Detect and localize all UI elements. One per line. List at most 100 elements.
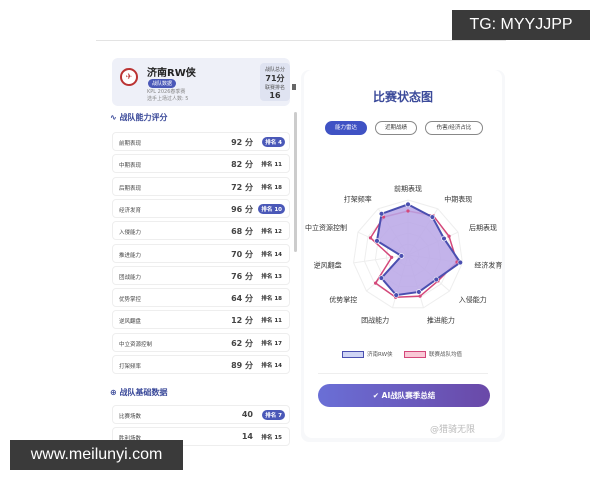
status-panel: 比赛状态图 能力雷达 近期战绩 伤害/经济占比 前期表现中期表现后期表现经济发育… (301, 70, 505, 442)
avg-point (390, 255, 394, 259)
basic-title-text: 战队基础数据 (119, 388, 168, 397)
row-score: 96 分 (231, 204, 253, 214)
ability-row[interactable]: 优势掌控 64 分 排名 18 (112, 288, 290, 308)
team-logo: ✈ (120, 68, 138, 86)
rank-badge: 排名 12 (261, 229, 282, 236)
ability-row[interactable]: 团战能力 76 分 排名 13 (112, 265, 290, 285)
team-name: 济南RW侠 (147, 68, 196, 79)
axis-label: 打架频率 (344, 195, 372, 204)
team-point[interactable] (378, 275, 385, 281)
avg-point (373, 281, 378, 285)
rank-badge: 排名 4 (262, 137, 285, 147)
scrollbar[interactable] (294, 112, 297, 252)
avg-point (447, 234, 451, 238)
rank-badge: 排名 10 (258, 203, 285, 214)
ability-row[interactable]: 前期表现 92 分排名 4 (112, 132, 290, 151)
series-avg (369, 210, 458, 298)
axis-label: 经济发育 (474, 261, 502, 270)
tg-watermark: TG: MYYJJPP (452, 10, 590, 40)
row-score: 62 分 (231, 338, 253, 348)
tab-damage[interactable]: 伤害/经济占比 (425, 121, 483, 135)
row-score: 68 分 (231, 227, 253, 237)
team-point[interactable] (429, 214, 436, 220)
top-divider (96, 40, 506, 41)
row-label: 经济发育 (119, 207, 142, 214)
legend-avg: 联赛战队均值 (404, 350, 462, 358)
site-watermark: www.meilunyi.com (10, 440, 183, 470)
ability-row[interactable]: 中期表现 82 分 排名 11 (112, 154, 290, 174)
ability-row[interactable]: 中立资源控制 62 分 排名 17 (112, 332, 290, 352)
axis-label: 逆风翻盘 (314, 261, 342, 270)
rank-badge: 排名 17 (261, 340, 282, 347)
rank-badge: 排名 14 (261, 363, 282, 369)
team-point[interactable] (405, 201, 411, 208)
team-point[interactable] (393, 292, 399, 298)
legend-swatch-avg (404, 351, 426, 358)
row-score: 40 (241, 410, 253, 419)
row-score: 76 分 (231, 271, 253, 281)
tab-recent[interactable]: 近期战绩 (375, 121, 417, 135)
team-point[interactable] (457, 259, 463, 266)
legend-team: 济南RW侠 (342, 350, 393, 358)
axis-label: 后期表现 (469, 223, 497, 232)
status-card: 比赛状态图 能力雷达 近期战绩 伤害/经济占比 前期表现中期表现后期表现经济发育… (304, 70, 502, 438)
ability-row[interactable]: 打架频率 89 分 排名 14 (112, 355, 290, 374)
row-label: 打架频率 (119, 364, 142, 370)
row-label: 优势掌控 (119, 297, 142, 304)
team-point[interactable] (398, 253, 405, 259)
divider (318, 373, 488, 374)
team-panel: ✈ 济南RW侠 战队数据 KPL 2026春季赛 选手上场过人数: 5 战队总分… (106, 52, 298, 450)
row-label: 胜利场数 (119, 434, 141, 442)
row-score: 72 分 (231, 182, 253, 192)
team-point[interactable] (433, 276, 439, 283)
pulse-icon: ∿ (110, 113, 120, 122)
ability-row[interactable]: 后期表现 72 分 排名 18 (112, 176, 290, 196)
ability-row[interactable]: 逆风翻盘 12 分 排名 11 (112, 310, 290, 330)
team-point[interactable] (378, 211, 385, 217)
axis-label: 推进能力 (427, 315, 455, 324)
basic-title: ⊕ 战队基础数据 (110, 387, 168, 398)
team-badge[interactable]: 战队数据 (148, 79, 177, 88)
axis-label: 团战能力 (361, 315, 389, 324)
team-header: ✈ 济南RW侠 战队数据 KPL 2026春季赛 选手上场过人数: 5 战队总分… (112, 58, 290, 106)
rank-badge: 排名 18 (261, 296, 282, 303)
row-score: 70 分 (231, 249, 253, 259)
axis-label: 中立资源控制 (305, 223, 347, 232)
ability-row[interactable]: 入侵能力 68 分 排名 12 (112, 221, 290, 241)
axis-label: 优势掌控 (329, 295, 357, 304)
row-label: 比赛场数 (119, 414, 142, 420)
ability-row[interactable]: 推进能力 70 分 排名 14 (112, 243, 290, 263)
axis-label: 前期表现 (394, 184, 422, 193)
avg-point (418, 294, 422, 298)
legend-team-label: 济南RW侠 (367, 352, 393, 358)
abilities-title-text: 战队能力评分 (119, 113, 168, 122)
rank-badge: 排名 15 (261, 435, 282, 442)
ai-summary-button[interactable]: ✔ AI战队赛季总结 (318, 384, 490, 407)
rank-value: 16 (269, 91, 281, 100)
team-point[interactable] (416, 289, 422, 295)
team-point[interactable] (441, 235, 447, 242)
team-point[interactable] (374, 238, 380, 244)
axis-label: 中期表现 (444, 195, 472, 204)
rank-badge: 排名 7 (262, 410, 285, 420)
abilities-title: ∿ 战队能力评分 (110, 112, 168, 123)
row-score: 14 (241, 432, 253, 442)
rank-badge: 排名 14 (261, 251, 282, 258)
score-value: 71分 (265, 74, 285, 83)
series-team (375, 203, 462, 297)
legend-avg-label: 联赛战队均值 (429, 352, 463, 358)
rank-badge: 排名 13 (261, 273, 282, 280)
players: 选手上场过人数: 5 (147, 96, 189, 102)
row-score: 89 分 (231, 361, 253, 370)
tab-radar[interactable]: 能力雷达 (325, 121, 367, 135)
scroll-thumb-small[interactable] (292, 84, 296, 90)
panel-title: 比赛状态图 (372, 90, 433, 104)
avg-point (406, 209, 410, 213)
score-box: 战队总分 71分 联赛排名 16 (260, 63, 290, 101)
ability-row[interactable]: 比赛场数 40 排名 7 (112, 405, 290, 424)
weibo-watermark: @猎骑无限 (430, 425, 476, 435)
legend-swatch-team (342, 351, 364, 358)
globe-icon: ⊕ (110, 388, 120, 397)
ability-row[interactable]: 经济发育 96 分排名 10 (112, 198, 290, 218)
